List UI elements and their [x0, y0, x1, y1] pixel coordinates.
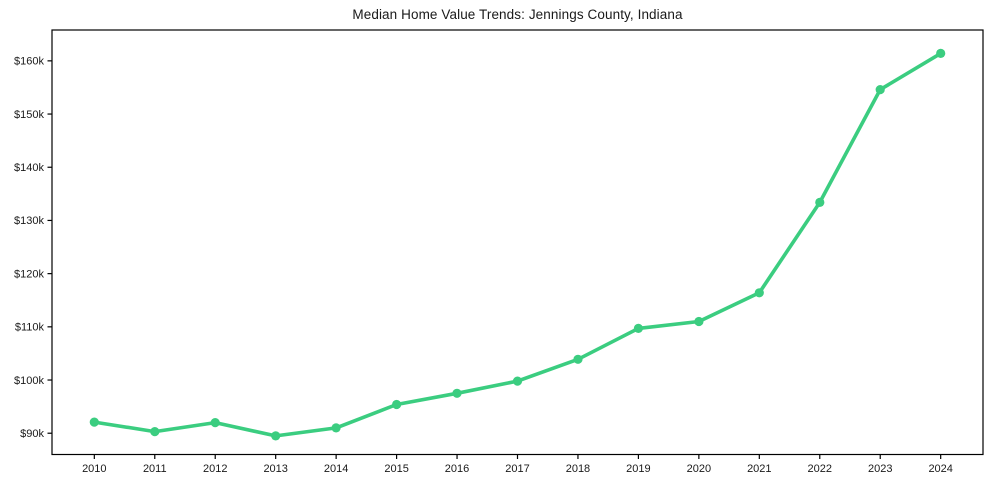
- data-point: [331, 423, 341, 433]
- y-tick-label: $100k: [14, 375, 44, 387]
- chart-title: Median Home Value Trends: Jennings Count…: [352, 7, 683, 22]
- x-tick-label: 2021: [747, 463, 771, 475]
- x-tick-label: 2023: [868, 463, 892, 475]
- data-point: [875, 85, 885, 95]
- x-tick-label: 2019: [626, 463, 650, 475]
- x-tick-label: 2018: [566, 463, 590, 475]
- y-tick-label: $120k: [14, 268, 44, 280]
- data-point: [694, 316, 704, 327]
- x-tick-label: 2016: [445, 463, 469, 475]
- x-tick-label: 2014: [324, 463, 348, 475]
- data-point: [392, 399, 402, 410]
- x-tick-label: 2024: [928, 463, 952, 475]
- x-tick-label: 2017: [505, 463, 529, 475]
- data-point: [815, 197, 825, 207]
- x-tick-label: 2015: [384, 463, 408, 475]
- data-point: [573, 354, 583, 364]
- y-tick-label: $110k: [15, 322, 45, 334]
- data-point: [936, 48, 946, 59]
- plot-border: [51, 29, 984, 456]
- data-point: [452, 388, 462, 398]
- data-point: [512, 376, 523, 386]
- data-point: [150, 427, 160, 437]
- y-tick-label: $90k: [20, 428, 44, 440]
- x-tick-label: 2020: [687, 463, 711, 475]
- x-tick-label: 2022: [808, 463, 832, 475]
- data-point: [633, 323, 644, 333]
- y-tick-label: $160k: [14, 56, 44, 68]
- y-tick-label: $150k: [14, 109, 44, 121]
- x-tick-label: 2011: [143, 463, 167, 475]
- y-tick-label: $140k: [14, 162, 44, 174]
- x-tick-label: 2010: [82, 463, 106, 475]
- data-point: [754, 288, 764, 298]
- data-point: [271, 431, 281, 441]
- data-point: [89, 417, 99, 427]
- data-point: [210, 418, 220, 428]
- x-tick-label: 2013: [263, 463, 287, 475]
- x-tick-label: 2012: [203, 463, 227, 475]
- y-tick-label: $130k: [14, 215, 44, 227]
